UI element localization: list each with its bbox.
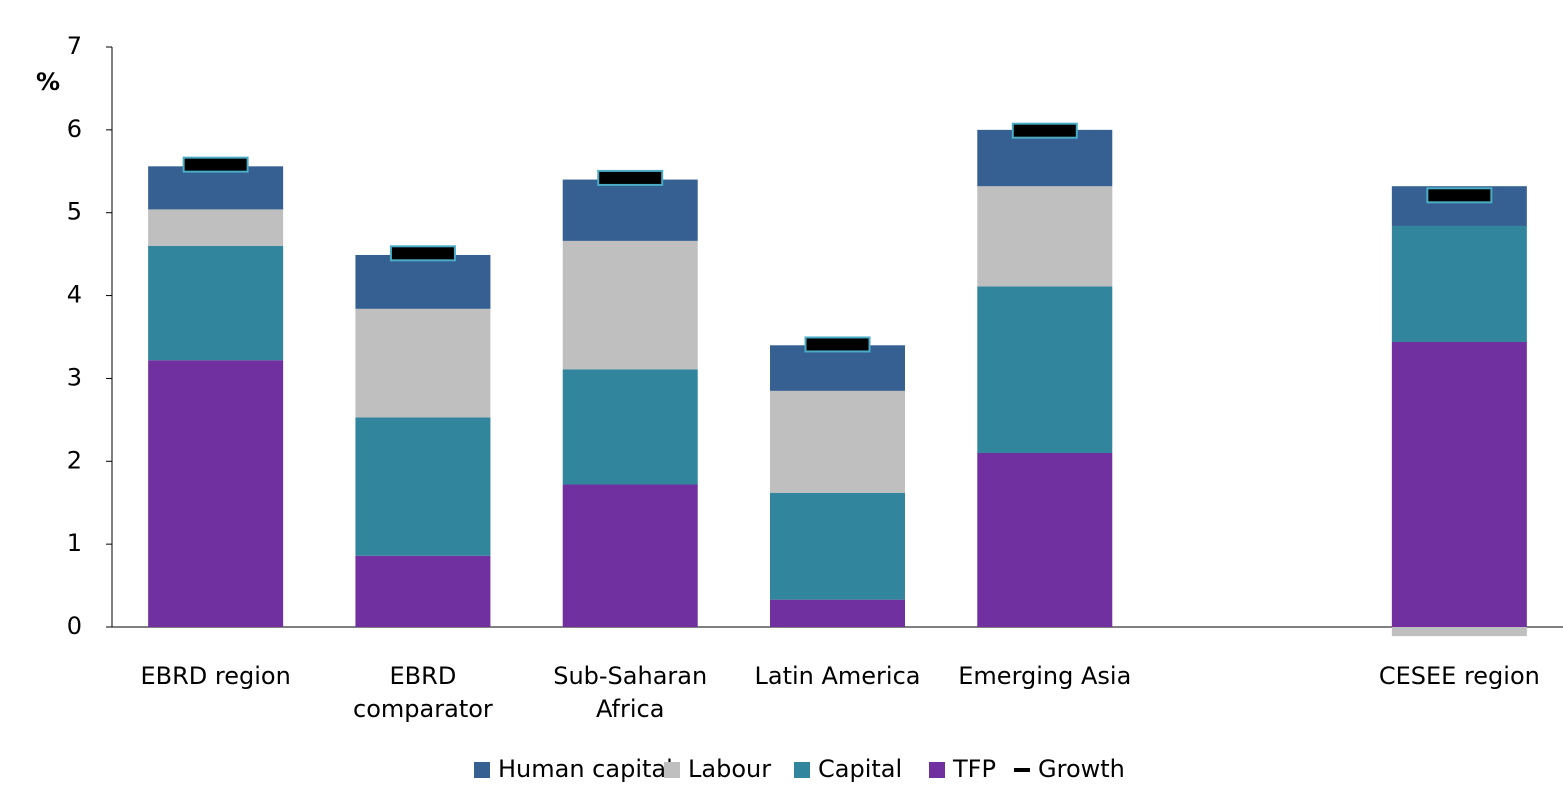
x-tick-label: Latin America	[754, 662, 921, 690]
bar-segment	[562, 484, 698, 627]
x-tick-label: CESEE region	[1378, 662, 1540, 690]
y-tick-label: 7	[67, 32, 82, 60]
bar-segment	[770, 345, 905, 391]
bar-segment	[977, 453, 1113, 627]
growth-marker	[389, 245, 456, 262]
legend-swatch	[794, 762, 810, 778]
y-tick-label: 4	[67, 281, 82, 309]
bar-segment	[977, 286, 1113, 453]
growth-marker	[597, 169, 664, 186]
bar-segment	[148, 360, 284, 627]
bar-segment	[770, 492, 905, 600]
bar-segment	[355, 254, 491, 309]
y-tick-label: 6	[67, 115, 82, 143]
growth-marker	[1426, 187, 1493, 204]
x-tick-label: Emerging Asia	[958, 662, 1132, 690]
legend-label: TFP	[952, 755, 996, 783]
bar-segment	[562, 369, 698, 485]
bar-segment	[1391, 627, 1527, 637]
bar-segment	[977, 186, 1113, 287]
bar-segment	[355, 555, 491, 627]
bar-segment	[148, 209, 284, 246]
bar-segment	[770, 390, 905, 493]
growth-marker	[1011, 122, 1078, 139]
legend-label: Capital	[818, 755, 902, 783]
y-tick-label: 0	[67, 612, 82, 640]
legend-swatch	[929, 762, 945, 778]
bar-segment	[562, 240, 698, 370]
bar-segment	[1391, 341, 1527, 627]
legend-swatch	[474, 762, 490, 778]
bar-segment	[355, 417, 491, 556]
bar-segment	[355, 308, 491, 418]
bar-segment	[1391, 225, 1527, 342]
growth-marker	[804, 336, 871, 353]
legend-label: Growth	[1038, 755, 1125, 783]
bar-segment	[148, 245, 284, 361]
y-tick-label: 5	[67, 198, 82, 226]
legend-label: Human capital	[498, 755, 673, 783]
growth-marker	[182, 156, 249, 173]
x-tick-label: Sub-Saharan Africa	[553, 662, 708, 723]
x-tick-label: EBRD comparator	[353, 662, 493, 723]
bar-segment	[148, 166, 284, 210]
x-tick-label: EBRD region	[140, 662, 291, 690]
bar-segment	[562, 179, 698, 241]
bar-segment	[770, 599, 905, 627]
y-tick-label: 1	[67, 529, 82, 557]
y-axis-label: %	[36, 68, 60, 96]
legend-swatch	[664, 762, 680, 778]
y-tick-label: 3	[67, 363, 82, 391]
y-tick-label: 2	[67, 446, 82, 474]
legend-label: Labour	[688, 755, 771, 783]
bar-segment	[977, 129, 1113, 187]
